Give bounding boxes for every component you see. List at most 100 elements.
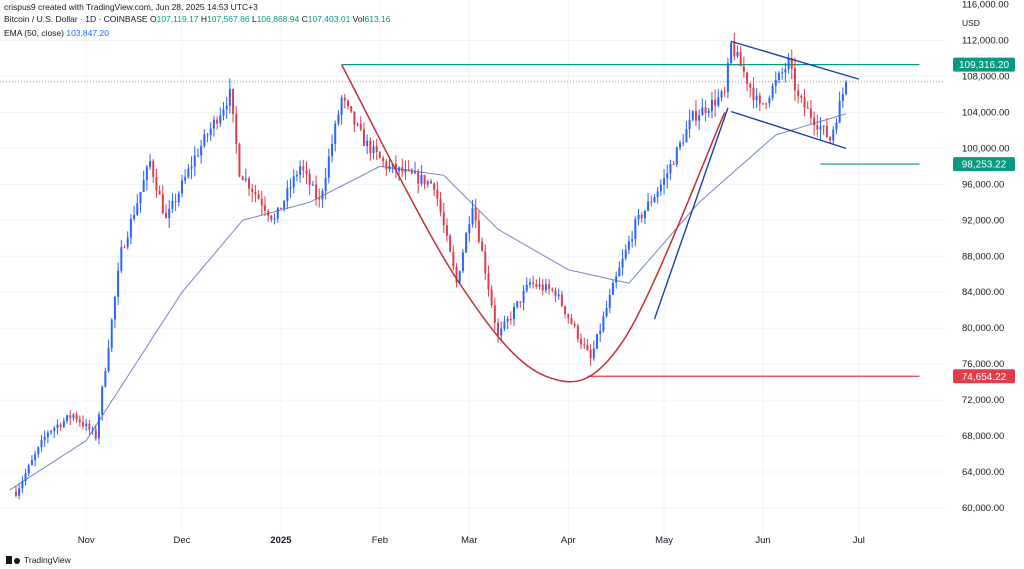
volume-value: 613.16: [364, 14, 391, 24]
candle-body: [774, 80, 777, 86]
candle-body: [331, 143, 334, 157]
x-tick-label: May: [655, 535, 673, 546]
candle-body: [739, 52, 742, 67]
candle-body: [694, 110, 697, 121]
candle-body: [730, 42, 733, 64]
chart-grid: [0, 0, 945, 535]
candle-body: [286, 188, 289, 202]
candle-body: [430, 181, 432, 184]
candle-body: [263, 205, 266, 211]
candle-body: [171, 200, 174, 209]
candle-body: [749, 83, 752, 88]
tradingview-footer[interactable]: TradingView: [6, 555, 71, 565]
candle-body: [679, 142, 682, 148]
y-tick-label: 84,000.00: [962, 287, 1004, 298]
candle-body: [516, 301, 519, 307]
candle-body: [762, 103, 765, 105]
candle-body: [302, 166, 305, 171]
candle-body: [133, 214, 136, 220]
candle-body: [126, 237, 129, 248]
candle-body: [244, 178, 247, 181]
candle-body: [324, 177, 327, 192]
candle-body: [88, 423, 91, 430]
y-tick-label: 60,000.00: [962, 503, 1004, 514]
y-tick-label: 88,000.00: [962, 251, 1004, 262]
candle-body: [59, 424, 62, 427]
candle-body: [653, 196, 656, 203]
candle-body: [615, 276, 618, 283]
time-axis[interactable]: Nov Dec 2025 Feb Mar Apr May Jun Jul: [78, 535, 865, 546]
candle-body: [350, 106, 353, 112]
x-tick-label: 2025: [270, 535, 292, 546]
candle-body: [327, 156, 330, 178]
candle-body: [458, 271, 461, 283]
candle-body: [209, 128, 212, 136]
candle-body: [605, 307, 608, 317]
price-badge: [953, 57, 1015, 72]
candle-body: [158, 190, 161, 195]
candle-body: [548, 284, 551, 289]
candle-body: [608, 294, 611, 308]
candle-body: [532, 282, 535, 284]
y-tick-label: 96,000.00: [962, 179, 1004, 190]
candle-body: [816, 125, 819, 130]
candle-body: [436, 189, 439, 199]
candle-body: [372, 146, 375, 154]
candle-body: [714, 99, 717, 106]
candle-body: [251, 188, 254, 192]
candle-body: [573, 323, 576, 326]
candle-body: [165, 213, 168, 219]
candle-body: [755, 95, 758, 101]
candle-body: [385, 161, 388, 170]
candle-body: [442, 212, 445, 226]
candle-body: [461, 252, 464, 272]
candle-body: [675, 147, 678, 165]
candle-body: [94, 429, 97, 439]
symbol-legend[interactable]: Bitcoin / U.S. Dollar · 1D · COINBASE O1…: [4, 14, 391, 24]
y-tick-label: 100,000.00: [962, 143, 1010, 154]
candle-body: [212, 119, 215, 129]
candle-body: [426, 181, 429, 185]
candle-body: [707, 111, 710, 113]
candle-body: [152, 161, 155, 177]
candle-body: [538, 284, 541, 287]
candle-body: [592, 348, 595, 359]
candle-body: [490, 289, 493, 306]
candle-body: [232, 88, 235, 114]
candle-body: [394, 163, 397, 172]
candle-body: [790, 58, 793, 69]
candle-body: [120, 247, 123, 271]
candle-body: [723, 91, 726, 93]
candle-body: [710, 99, 713, 112]
channel-upper-line: [730, 40, 859, 80]
candle-body: [742, 66, 745, 73]
y-tick-label: 80,000.00: [962, 323, 1004, 334]
y-tick-label: 92,000.00: [962, 215, 1004, 226]
candle-body: [248, 178, 251, 189]
candle-body: [465, 233, 468, 253]
candle-body: [746, 72, 749, 84]
candle-body: [576, 325, 579, 339]
candle-body: [85, 423, 88, 427]
candle-body: [225, 105, 228, 110]
ema-legend[interactable]: EMA (50, close) 103,847.20: [4, 28, 109, 38]
candle-body: [91, 429, 94, 431]
candle-body: [369, 140, 372, 154]
candle-body: [289, 187, 292, 189]
candle-body: [535, 283, 538, 287]
candle-body: [174, 200, 177, 203]
price-axis[interactable]: 60,000.00 64,000.00 68,000.00 72,000.00 76,0…: [962, 0, 1010, 514]
candle-body: [621, 258, 624, 268]
x-tick-label: Dec: [174, 535, 191, 546]
candle-body: [726, 63, 729, 92]
candle-body: [474, 207, 477, 221]
candle-body: [500, 328, 503, 336]
candle-body: [69, 415, 72, 419]
candle-body: [315, 184, 318, 199]
candle-body: [216, 119, 219, 124]
candle-body: [509, 318, 512, 320]
candle-body: [685, 129, 688, 143]
candle-body: [177, 193, 180, 203]
ohlc-open-label: O: [149, 14, 157, 24]
